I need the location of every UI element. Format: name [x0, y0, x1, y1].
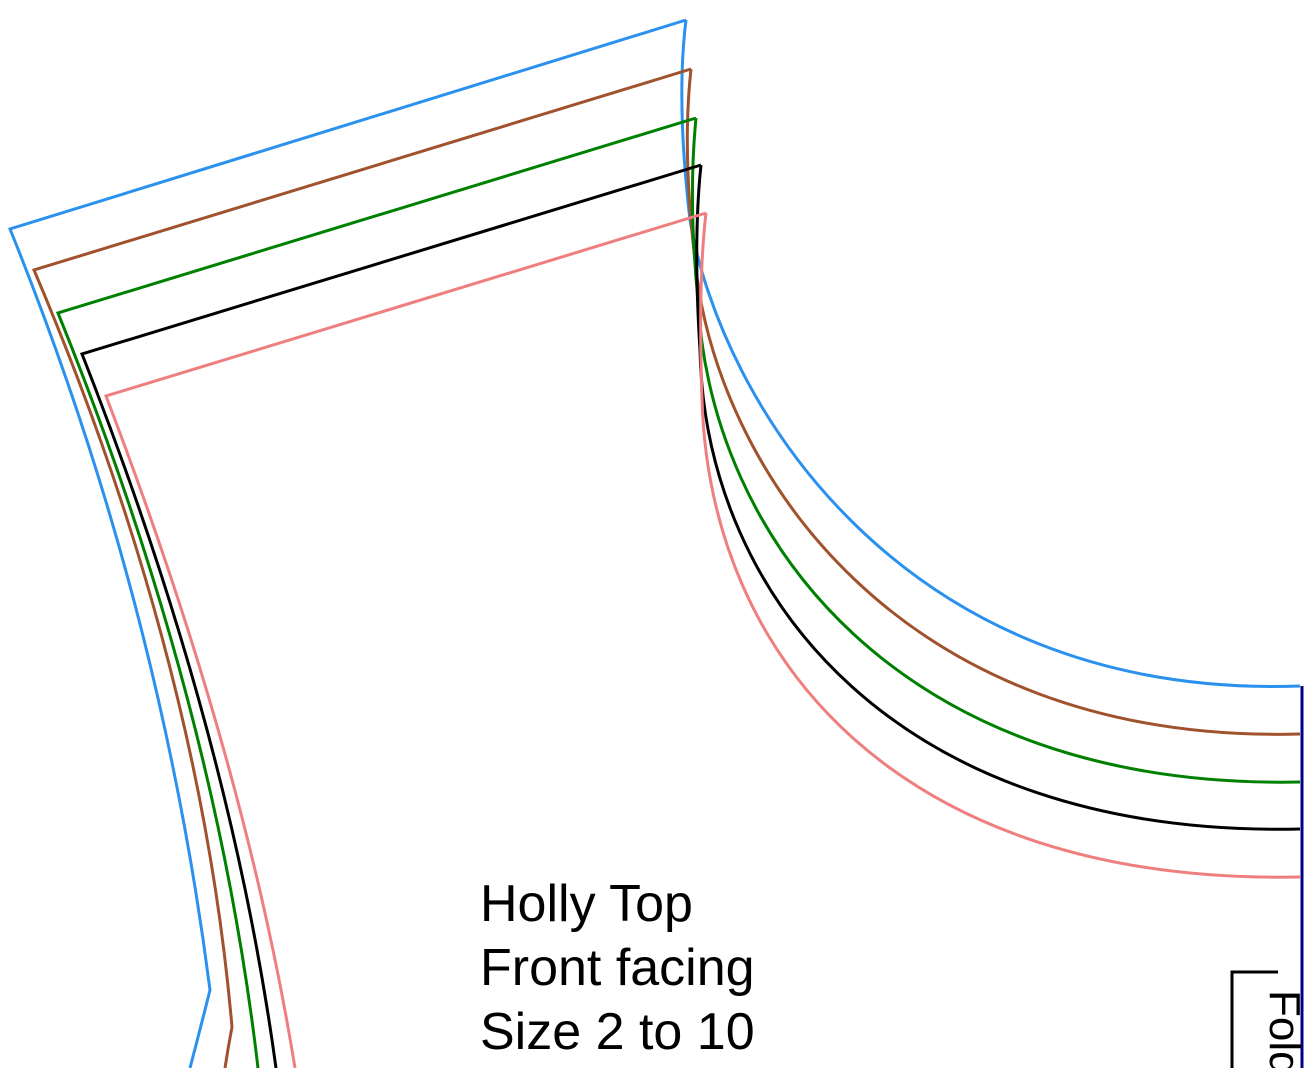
pattern-label: Holly Top Front facing Size 2 to 10 — [480, 872, 755, 1064]
size-line-3 — [55, 116, 1301, 1068]
pattern-size-range: Size 2 to 10 — [480, 1003, 755, 1061]
size-line-4 — [80, 163, 1301, 1068]
pattern-title: Holly Top — [480, 875, 693, 933]
fold-bracket — [1230, 970, 1278, 1068]
size-line-5 — [104, 211, 1301, 1068]
pattern-piece-name: Front facing — [480, 939, 755, 997]
fold-label: Fold — [1260, 990, 1307, 1068]
size-line-1 — [7, 18, 1301, 1068]
size-line-2 — [31, 67, 1301, 1068]
